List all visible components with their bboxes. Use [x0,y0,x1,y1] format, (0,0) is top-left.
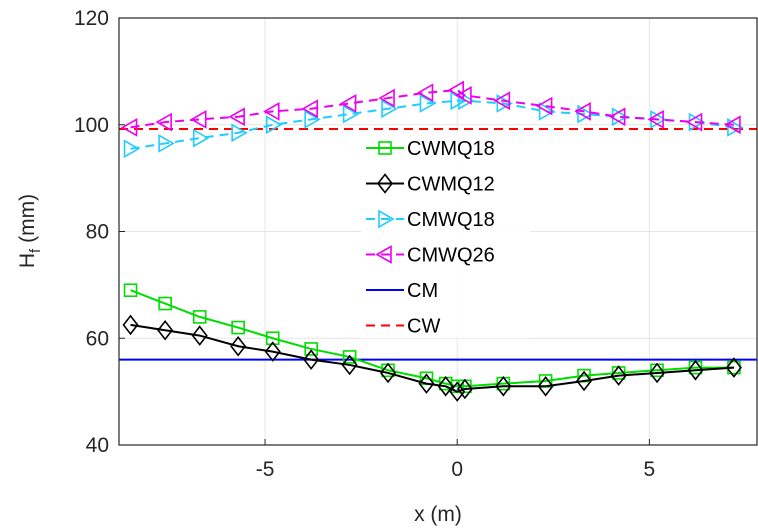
data-point-cwmq12 [303,349,320,370]
legend-marker-cmwq26 [375,245,392,264]
y-tick-label: 40 [86,434,109,457]
data-point-cmwq18 [231,123,248,143]
data-point-cmwq18 [577,104,594,124]
data-point-cwmq12 [495,375,512,397]
data-point-cwmq12 [576,370,593,392]
legend-marker-cmwq18 [378,209,395,229]
data-point-cwmq18 [342,350,357,364]
data-point-cmwq18 [727,118,744,137]
data-point-cmwq26 [647,110,664,129]
data-point-cmwq18 [304,110,321,129]
legend-label-cw: CW [407,316,440,338]
x-tick-label: 0 [451,458,463,481]
legend: CWMQ18 CWMQ12 CMWQ18 CMWQ26 CM CW [361,132,531,338]
data-point-cmwq26 [447,80,465,100]
legend-marker-cwmq12 [376,173,394,194]
data-point-cmwq26 [685,112,703,132]
series-group [120,80,744,402]
legend-marker-cwmq18 [378,141,392,155]
data-point-cwmq12 [122,314,139,336]
data-point-cmwq26 [228,107,245,127]
data-point-cwmq12 [649,362,666,384]
data-point-cwmq12 [380,362,397,384]
data-point-cwmq18 [231,320,245,335]
data-point-cmwq26 [301,99,318,119]
series-line-cwmq12 [130,323,735,393]
legend-entry-cmwq26: CMWQ26 [366,245,495,267]
data-point-cmwq18 [265,115,283,135]
data-point-cmwq18 [538,102,556,121]
legend-label-cwmq18: CWMQ18 [407,138,495,160]
data-point-cmwq26 [416,83,434,103]
x-tick-label: 5 [644,458,656,481]
data-point-cwmq18 [192,310,207,324]
data-point-cmwq26 [455,86,472,105]
y-axis-label-subscript: f [27,248,44,253]
legend-entry-cw: CW [366,316,440,338]
data-point-cwmq12 [157,319,174,341]
data-point-cmwq18 [123,139,141,159]
data-point-cwmq12 [725,357,742,378]
legend-entry-cwmq18: CWMQ18 [366,138,495,160]
y-tick-label: 60 [86,327,109,350]
data-point-cmwq18 [342,104,360,124]
data-point-cmwq26 [574,102,591,121]
data-point-cmwq18 [688,112,706,132]
data-point-cwmq12 [191,325,208,346]
data-point-cmwq18 [381,99,398,119]
data-point-cmwq26 [339,94,357,113]
y-axis-label: Hf (mm) [16,194,44,268]
legend-label-cmwq18: CMWQ18 [407,209,495,231]
x-tick-label: -5 [256,458,275,481]
data-point-cwmq18 [123,283,138,298]
y-axis-label-main: H [16,253,39,268]
data-point-cwmq18 [265,331,280,346]
legend-box [361,132,531,338]
data-point-cmwq26 [609,107,626,127]
y-tick-label: 100 [74,114,109,137]
y-axis-label-unit: (mm) [16,194,39,243]
data-point-cmwq26 [536,96,553,116]
data-point-cwmq12 [230,335,247,357]
data-point-cwmq12 [418,373,435,394]
data-point-cwmq18 [304,342,318,356]
axis-ticks: -5 0 5 40 60 80 100 120 [74,7,655,481]
series-cwmq18 [123,283,741,394]
data-point-cmwq26 [378,88,395,108]
data-point-cmwq26 [724,115,741,135]
data-point-cwmq12 [437,375,454,397]
data-point-cwmq12 [449,381,466,402]
data-point-cwmq12 [264,341,281,362]
data-point-cmwq18 [419,94,437,113]
data-point-cwmq12 [537,375,554,397]
data-point-cmwq26 [263,102,280,121]
data-point-cmwq26 [120,118,138,137]
data-point-cmwq26 [155,112,172,132]
legend-entry-cm: CM [366,280,438,302]
data-point-cwmq12 [341,354,358,376]
legend-entry-cmwq18: CMWQ18 [366,209,495,231]
series-line-cwmq18 [130,289,734,388]
x-axis-label: x (m) [414,503,462,526]
legend-label-cm: CM [407,280,438,302]
legend-entry-cwmq12: CWMQ12 [366,173,495,196]
data-point-cwmq12 [456,378,473,400]
data-point-cmwq18 [458,91,475,111]
series-cmwq26 [120,80,741,137]
reference-lines [119,128,757,361]
data-point-cmwq26 [190,110,207,129]
legend-label-cmwq26: CMWQ26 [407,245,495,267]
y-tick-label: 80 [86,221,109,244]
data-point-cwmq18 [158,296,172,311]
data-point-cmwq18 [158,134,175,153]
data-point-cmwq18 [496,94,513,113]
data-point-cmwq26 [493,91,511,111]
data-point-cwmq12 [610,365,627,386]
series-cwmq12 [122,314,742,402]
legend-label-cwmq12: CWMQ12 [407,174,495,196]
data-point-cmwq18 [192,128,210,148]
y-tick-label: 120 [74,7,109,30]
data-point-cwmq12 [687,359,704,381]
